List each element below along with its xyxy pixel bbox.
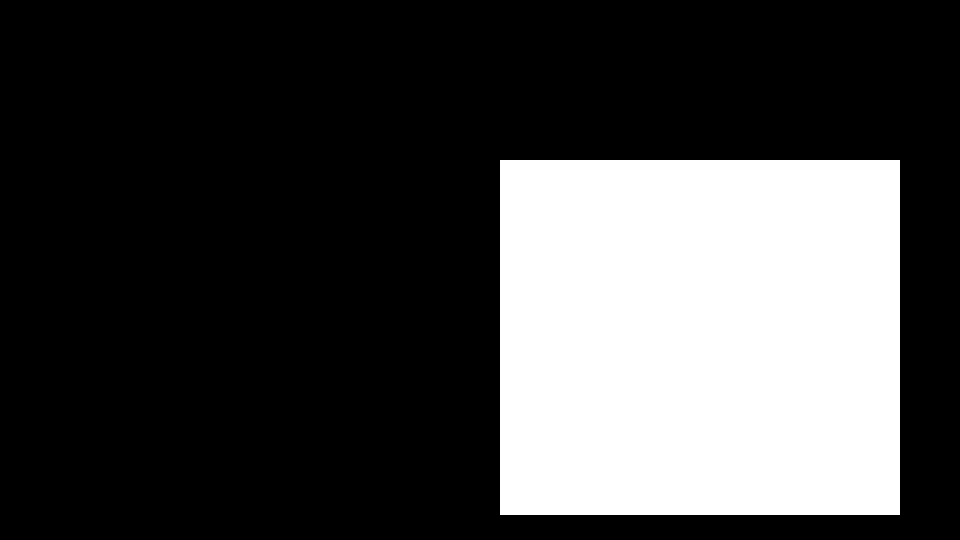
- header-swoosh: [0, 0, 960, 70]
- fuse-chart-panel: [500, 160, 900, 515]
- fuse-chart: [500, 160, 900, 480]
